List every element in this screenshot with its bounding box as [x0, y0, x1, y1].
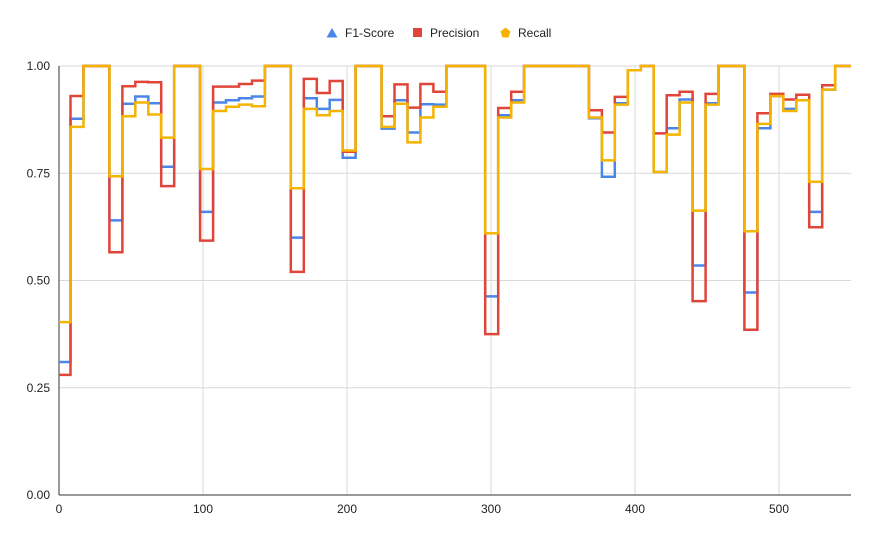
series-line-recall: [59, 64, 851, 324]
x-tick-label: 400: [625, 502, 645, 516]
legend: F1-Score Precision Recall: [326, 26, 551, 40]
legend-item-precision: Precision: [413, 26, 479, 40]
y-tick-label: 1.00: [27, 59, 51, 73]
series-line-precision: [59, 64, 851, 377]
legend-item-recall: Recall: [500, 26, 551, 40]
axes: 0.00 0.25 0.50 0.75 1.00 0 100 200 300 400 500: [27, 59, 851, 516]
legend-label-f1: F1-Score: [345, 26, 395, 40]
x-tick-label: 100: [193, 502, 213, 516]
x-tick-label: 500: [769, 502, 789, 516]
x-tick-label: 300: [481, 502, 501, 516]
legend-marker-recall: [500, 27, 511, 38]
series-lines: [59, 64, 851, 377]
x-tick-label: 0: [56, 502, 63, 516]
legend-marker-precision: [413, 28, 422, 37]
y-tick-label: 0.75: [27, 166, 51, 180]
legend-label-precision: Precision: [430, 26, 479, 40]
y-tick-label: 0.00: [27, 488, 51, 502]
legend-label-recall: Recall: [518, 26, 551, 40]
legend-marker-f1: [326, 28, 338, 38]
y-tick-label: 0.50: [27, 274, 51, 288]
series-line-f1: [59, 64, 851, 364]
y-tick-label: 0.25: [27, 381, 51, 395]
x-tick-label: 200: [337, 502, 357, 516]
legend-item-f1: F1-Score: [326, 26, 395, 40]
grid: [59, 65, 851, 495]
